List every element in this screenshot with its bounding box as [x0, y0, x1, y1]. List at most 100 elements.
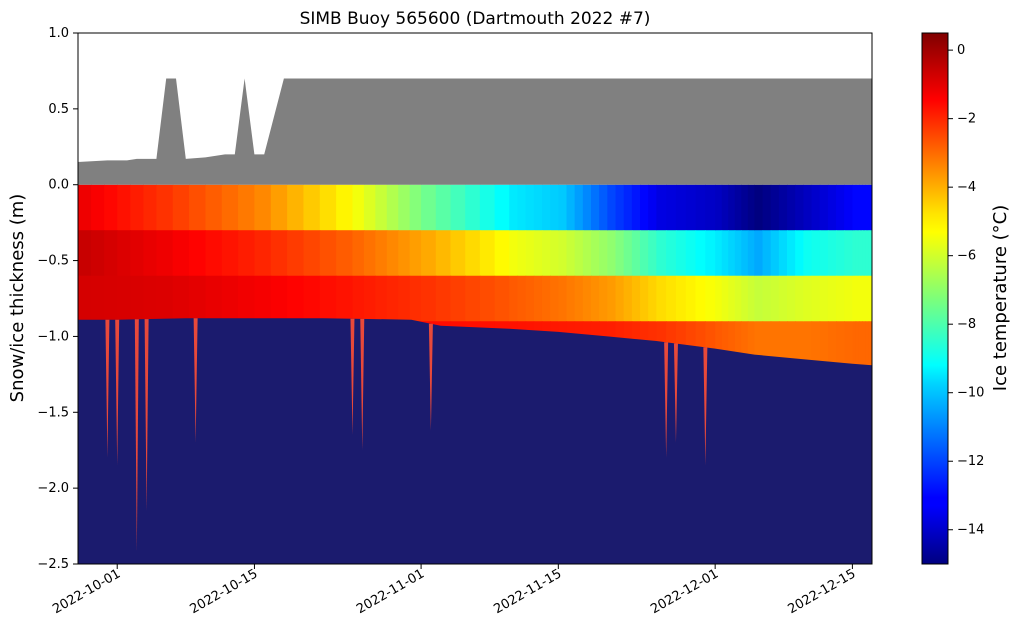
temperature-cell: [143, 184, 158, 231]
temperature-cell: [143, 230, 158, 277]
temperature-cell: [591, 184, 600, 231]
temperature-cell: [855, 230, 860, 277]
temperature-cell: [363, 230, 376, 277]
temperature-cell: [270, 275, 288, 322]
sensor-spike: [134, 319, 139, 552]
temperature-cell: [862, 321, 867, 368]
water-area: [78, 318, 872, 564]
temperature-cell: [409, 230, 422, 277]
temperature-cell: [574, 230, 584, 277]
temperature-cell: [685, 275, 697, 322]
temperature-cell: [623, 275, 633, 322]
temperature-cell: [754, 275, 764, 322]
temperature-cell: [770, 321, 780, 368]
temperature-cell: [143, 275, 158, 322]
colorbar-tick-label: −2: [957, 112, 976, 127]
temperature-cell: [715, 230, 723, 277]
colorbar-axis: 0 −2 −4 −6 −8 −10 −12 −14: [948, 43, 984, 538]
temperature-cell: [648, 275, 657, 322]
temperature-cell: [591, 230, 600, 277]
temperature-cell: [666, 230, 677, 277]
temperature-cell: [517, 184, 527, 231]
temperature-cell: [827, 275, 837, 322]
sensor-spike: [360, 318, 365, 451]
temperature-cell: [172, 184, 190, 231]
temperature-cell: [778, 230, 788, 277]
temperature-cell: [421, 275, 437, 322]
temperature-cell: [91, 275, 105, 322]
temperature-cell: [270, 184, 288, 231]
temperature-cell: [375, 230, 388, 277]
temperature-cell: [734, 184, 742, 231]
temperature-cell: [741, 321, 749, 368]
temperature-cell: [398, 230, 411, 277]
temperature-cell: [656, 275, 667, 322]
temperature-cell: [375, 275, 388, 322]
temperature-cell: [862, 184, 867, 231]
temperature-cell: [862, 230, 867, 277]
temperature-cell: [741, 230, 749, 277]
temperature-cell: [78, 230, 92, 277]
temperature-cell: [754, 230, 764, 277]
temperature-cell: [868, 275, 872, 322]
y-tick-label: 0.5: [48, 102, 69, 117]
temperature-cell: [705, 230, 716, 277]
temperature-cell: [517, 230, 527, 277]
temperature-cell: [819, 230, 829, 277]
temperature-cell: [721, 230, 729, 277]
temperature-cell: [582, 230, 592, 277]
x-tick-label: 2022-10-15: [188, 566, 261, 617]
temperature-cell: [450, 275, 466, 322]
temperature-cell: [762, 275, 772, 322]
temperature-cell: [747, 275, 755, 322]
sensor-spike: [428, 323, 433, 431]
temperature-cell: [803, 230, 813, 277]
temperature-cell: [631, 230, 641, 277]
temperature-cell: [238, 184, 256, 231]
y-tick-label: −1.5: [37, 405, 69, 420]
x-axis: 2022-10-01 2022-10-15 2022-11-01 2022-11-15…: [50, 564, 858, 617]
temperature-cell: [695, 184, 706, 231]
temperature-cell: [819, 321, 829, 368]
x-tick-label: 2022-11-01: [354, 566, 427, 617]
temperature-cell: [287, 275, 305, 322]
temperature-cell: [525, 230, 535, 277]
temperature-cell: [582, 184, 592, 231]
y-tick-label: −1.0: [37, 329, 69, 344]
temperature-cell: [858, 184, 863, 231]
y-axis: 1.0 0.5 0.0 −0.5 −1.0 −1.5 −2.0 −2.5: [37, 26, 78, 572]
temperature-cell: [675, 184, 687, 231]
temperature-cell: [811, 230, 821, 277]
temperature-cell: [695, 230, 706, 277]
temperature-cell: [852, 321, 857, 368]
temperature-cell: [858, 275, 863, 322]
y-tick-label: −0.5: [37, 254, 69, 269]
temperature-cell: [623, 184, 633, 231]
temperature-cell: [778, 184, 788, 231]
temperature-cell: [747, 184, 755, 231]
temperature-cell: [734, 275, 742, 322]
y-tick-label: 0.0: [48, 178, 69, 193]
colorbar-tick-label: 0: [957, 43, 965, 58]
temperature-cell: [303, 184, 321, 231]
temperature-cell: [599, 184, 608, 231]
x-tick-label: 2022-10-01: [50, 566, 123, 617]
temperature-cell: [319, 275, 337, 322]
temperature-cell: [189, 184, 207, 231]
temperature-cell: [721, 321, 729, 368]
temperature-cell: [754, 184, 764, 231]
colorbar-tick-label: −14: [957, 523, 984, 538]
temperature-cell: [734, 321, 742, 368]
temperature-cell: [787, 275, 796, 322]
temperature-cell: [844, 275, 853, 322]
temperature-cell: [550, 275, 559, 322]
x-tick-label: 2022-12-15: [785, 566, 858, 617]
temperature-cell: [409, 275, 422, 322]
temperature-cell: [91, 184, 105, 231]
temperature-cell: [409, 184, 422, 231]
temperature-cell: [78, 184, 92, 231]
temperature-cell: [525, 184, 535, 231]
temperature-cell: [509, 184, 519, 231]
temperature-cell: [827, 184, 837, 231]
temperature-cell: [827, 321, 837, 368]
